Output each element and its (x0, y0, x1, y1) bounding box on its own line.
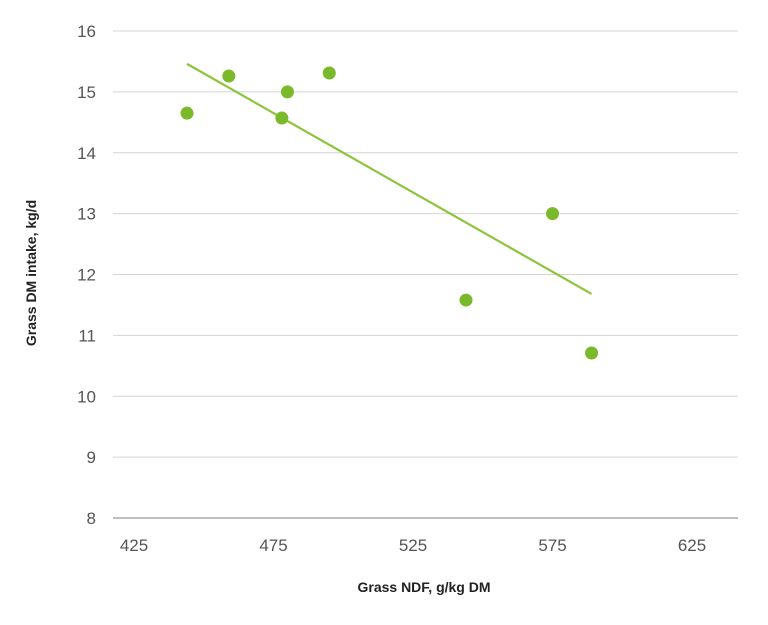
data-point (585, 346, 599, 360)
data-point (280, 85, 294, 99)
y-tick-label: 13 (77, 205, 96, 224)
y-axis-label: Grass DM intake, kg/d (23, 200, 39, 346)
y-tick-label: 10 (77, 387, 96, 406)
x-tick-label: 625 (678, 536, 706, 555)
x-tick-labels: 425 475 525 575 625 (120, 536, 706, 555)
data-point (180, 106, 194, 120)
x-tick-label: 475 (259, 536, 287, 555)
data-point (275, 111, 289, 125)
y-tick-label: 12 (77, 266, 96, 285)
data-point (222, 69, 236, 83)
y-tick-label: 8 (87, 509, 96, 528)
y-tick-label: 15 (77, 83, 96, 102)
data-point (459, 293, 473, 307)
y-tick-label: 16 (77, 22, 96, 41)
x-tick-label: 575 (538, 536, 566, 555)
data-point (546, 207, 559, 221)
data-point (322, 66, 336, 80)
x-tick-label: 525 (399, 536, 427, 555)
trendline-group (186, 62, 593, 295)
trendline (186, 62, 593, 295)
y-tick-label: 14 (77, 144, 96, 163)
y-tick-label: 9 (87, 448, 96, 467)
y-tick-labels: 8 9 10 11 12 13 14 15 16 (77, 22, 96, 528)
gridlines (113, 30, 738, 519)
data-points (180, 66, 599, 360)
x-axis-label: Grass NDF, g/kg DM (357, 579, 490, 595)
x-tick-label: 425 (120, 536, 148, 555)
y-tick-label: 11 (78, 326, 96, 345)
